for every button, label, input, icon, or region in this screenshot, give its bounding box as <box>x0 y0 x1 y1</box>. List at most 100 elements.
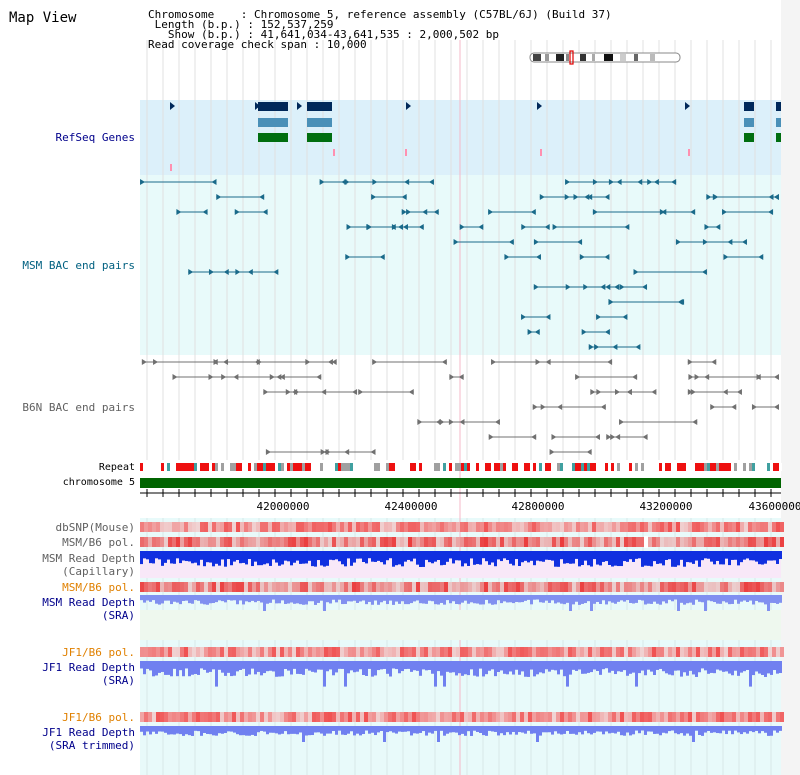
pol-segment <box>268 582 272 592</box>
repeat-segment <box>452 463 455 471</box>
depth-bar <box>143 661 146 675</box>
depth-bar <box>776 661 779 674</box>
depth-bar <box>671 551 674 567</box>
depth-bar <box>452 595 455 602</box>
depth-bar <box>164 595 167 601</box>
depth-bar <box>368 661 371 669</box>
depth-bar <box>197 726 200 732</box>
depth-bar <box>668 726 671 732</box>
pol-segment <box>220 582 224 592</box>
depth-bar <box>413 726 416 734</box>
depth-bar <box>371 726 374 733</box>
pol-segment <box>576 522 580 532</box>
repeat-segment <box>569 463 572 471</box>
pol-segment <box>580 712 584 722</box>
depth-bar <box>494 726 497 732</box>
depth-bar <box>722 726 725 731</box>
bac-end-marker <box>690 209 696 215</box>
pol-segment <box>288 537 292 547</box>
pol-segment <box>512 537 516 547</box>
track-label-b6n-bac[interactable]: B6N BAC end pairs <box>22 401 135 414</box>
depth-bar <box>545 726 548 733</box>
pol-segment <box>168 582 172 592</box>
depth-bar <box>521 551 524 563</box>
pol-segment <box>360 537 364 547</box>
depth-bar <box>596 551 599 565</box>
pol-segment <box>672 712 676 722</box>
pol-segment <box>304 647 308 657</box>
pol-segment <box>644 712 648 722</box>
pol-segment <box>736 522 740 532</box>
pol-segment <box>472 537 476 547</box>
depth-bar <box>362 726 365 735</box>
repeat-segment <box>434 463 437 471</box>
repeat-segment <box>707 463 710 471</box>
pol-segment <box>396 522 400 532</box>
repeat-segment <box>290 463 293 471</box>
depth-bar <box>194 726 197 731</box>
pol-segment <box>600 712 604 722</box>
depth-bar <box>485 661 488 675</box>
repeat-segment <box>761 463 764 471</box>
depth-bar <box>584 726 587 731</box>
depth-bar <box>623 726 626 736</box>
depth-bar <box>500 661 503 671</box>
depth-bar <box>497 661 500 672</box>
pol-segment <box>384 522 388 532</box>
pol-segment <box>556 537 560 547</box>
depth-bar <box>191 595 194 604</box>
pol-segment <box>764 712 768 722</box>
bac-end-marker <box>727 239 733 245</box>
depth-bar <box>767 551 770 561</box>
depth-bar <box>734 661 737 671</box>
pol-segment <box>292 582 296 592</box>
repeat-segment <box>584 463 587 471</box>
repeat-segment <box>767 463 770 471</box>
pol-segment <box>252 712 256 722</box>
pol-segment <box>668 647 672 657</box>
pol-segment <box>348 647 352 657</box>
depth-bar <box>386 661 389 674</box>
bac-end-marker <box>417 419 423 425</box>
depth-bar <box>710 661 713 673</box>
depth-bar <box>584 661 587 674</box>
depth-bar <box>533 595 536 600</box>
depth-bar <box>398 595 401 604</box>
ideogram-position-marker <box>569 50 574 65</box>
gene-block <box>307 133 332 142</box>
track-label-refseq[interactable]: RefSeq Genes <box>55 131 135 144</box>
depth-bar <box>566 595 569 603</box>
depth-bar <box>779 551 782 560</box>
pol-segment <box>568 537 572 547</box>
pol-segment <box>180 537 184 547</box>
depth-bar <box>188 726 191 736</box>
depth-bar <box>152 726 155 732</box>
depth-bar <box>311 595 314 602</box>
depth-bar <box>659 661 662 669</box>
pol-segment <box>172 522 176 532</box>
depth-bar <box>407 726 410 732</box>
pol-segment <box>176 647 180 657</box>
repeat-segment <box>557 463 560 471</box>
pol-segment <box>696 522 700 532</box>
repeat-segment <box>353 463 356 471</box>
pol-segment <box>452 712 456 722</box>
depth-bar <box>290 551 293 566</box>
pol-segment <box>284 522 288 532</box>
pol-segment <box>656 537 660 547</box>
pol-segment <box>524 647 528 657</box>
depth-bar <box>467 551 470 566</box>
depth-bar <box>578 595 581 605</box>
depth-bar <box>539 595 542 603</box>
track-label-repeat: Repeat <box>98 462 135 473</box>
depth-bar <box>524 595 527 601</box>
repeat-segment <box>284 463 287 471</box>
depth-bar <box>434 726 437 731</box>
repeat-segment <box>254 463 257 471</box>
track-label-msm-bac[interactable]: MSM BAC end pairs <box>22 259 135 272</box>
pol-segment <box>572 647 576 657</box>
bac-end-marker <box>453 239 459 245</box>
pol-segment <box>688 647 692 657</box>
repeat-segment <box>380 463 383 471</box>
